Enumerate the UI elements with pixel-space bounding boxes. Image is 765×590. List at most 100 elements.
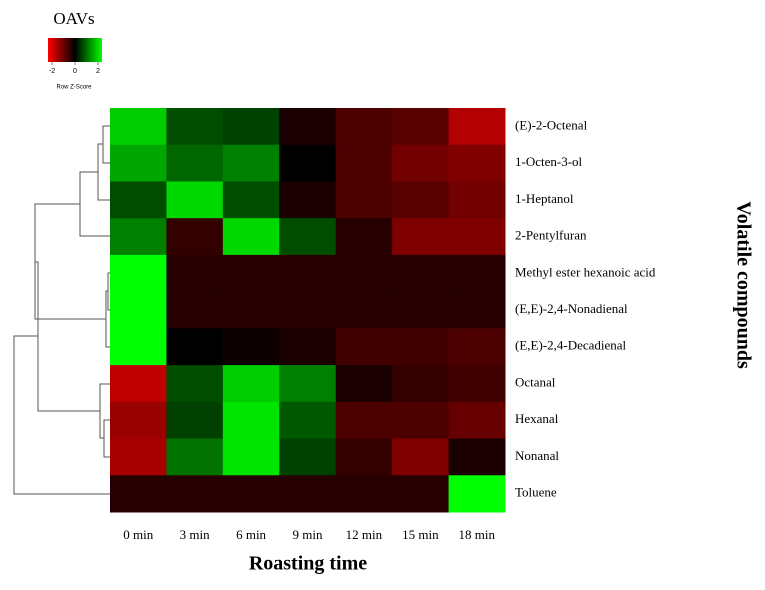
heatmap-cell bbox=[392, 365, 450, 403]
heatmap-cell bbox=[448, 291, 506, 329]
heatmap-cell bbox=[335, 218, 393, 256]
heatmap-cell bbox=[335, 254, 393, 293]
y-tick-label: Toluene bbox=[515, 485, 557, 500]
colorbar-tick-label: 2 bbox=[96, 68, 100, 75]
y-axis-label: Volatile compounds bbox=[732, 201, 754, 369]
x-tick-label: 12 min bbox=[346, 527, 383, 542]
heatmap-cell bbox=[448, 144, 506, 182]
dendrogram bbox=[13, 125, 110, 495]
heatmap-cell bbox=[335, 365, 393, 403]
heatmap-cell bbox=[222, 475, 280, 513]
y-tick-label: (E,E)-2,4-Decadienal bbox=[515, 338, 627, 353]
heatmap-cell bbox=[166, 291, 224, 329]
heatmap-cell bbox=[279, 181, 337, 219]
y-tick-label: (E,E)-2,4-Nonadienal bbox=[515, 301, 628, 316]
heatmap-cell bbox=[448, 475, 506, 513]
heatmap-cell bbox=[335, 475, 393, 513]
heatmap-cell bbox=[392, 438, 450, 476]
heatmap-cell bbox=[392, 328, 450, 366]
heatmap-cell bbox=[222, 181, 280, 219]
heatmap-cell bbox=[166, 144, 224, 182]
heatmap-cell bbox=[222, 438, 280, 476]
y-tick-label: Methyl ester hexanoic acid bbox=[515, 264, 656, 279]
y-tick-label: 2-Pentylfuran bbox=[515, 228, 587, 243]
x-tick-label: 3 min bbox=[180, 527, 210, 542]
heatmap-cell bbox=[279, 254, 337, 293]
heatmap-cell bbox=[335, 401, 393, 440]
heatmap-cell bbox=[448, 108, 506, 146]
heatmap-cell bbox=[279, 401, 337, 440]
x-tick-label: 6 min bbox=[236, 527, 266, 542]
heatmap-cell bbox=[279, 108, 337, 146]
heatmap-cell bbox=[110, 475, 167, 513]
heatmap-cell bbox=[448, 181, 506, 219]
heatmap-cell bbox=[392, 218, 450, 256]
heatmap-cell bbox=[392, 144, 450, 182]
heatmap-cell bbox=[166, 401, 224, 440]
heatmap-cell bbox=[222, 365, 280, 403]
heatmap-cell bbox=[279, 218, 337, 256]
heatmap-cell bbox=[448, 328, 506, 366]
y-tick-label: Nonanal bbox=[515, 448, 559, 463]
x-tick-label: 15 min bbox=[402, 527, 439, 542]
heatmap-cell bbox=[335, 438, 393, 476]
heatmap-cell bbox=[110, 365, 167, 403]
x-tick-label: 9 min bbox=[293, 527, 323, 542]
heatmap-cell bbox=[335, 181, 393, 219]
y-tick-label: (E)-2-Octenal bbox=[515, 117, 588, 132]
heatmap-cell bbox=[222, 401, 280, 440]
heatmap-cell bbox=[222, 328, 280, 366]
heatmap-cell bbox=[335, 144, 393, 182]
heatmap-cell bbox=[392, 291, 450, 329]
heatmap-cell bbox=[110, 401, 167, 440]
heatmap-cell bbox=[279, 475, 337, 513]
heatmap-cell bbox=[279, 144, 337, 182]
heatmap-cell bbox=[110, 328, 167, 366]
y-tick-label: 1-Heptanol bbox=[515, 191, 574, 206]
heatmap-cell bbox=[448, 218, 506, 256]
heatmap-cell bbox=[222, 291, 280, 329]
heatmap-cell bbox=[335, 108, 393, 146]
heatmap-cell bbox=[392, 254, 450, 293]
heatmap-cell bbox=[279, 438, 337, 476]
heatmap-cell bbox=[222, 144, 280, 182]
heatmap-cell bbox=[110, 218, 167, 256]
heatmap-cell bbox=[222, 108, 280, 146]
heatmap-cell bbox=[279, 365, 337, 403]
heatmap-cell bbox=[279, 328, 337, 366]
heatmap-cell bbox=[166, 254, 224, 293]
heatmap-cell bbox=[392, 475, 450, 513]
heatmap-cell bbox=[166, 328, 224, 366]
heatmap-cell bbox=[335, 328, 393, 366]
heatmap-cell bbox=[166, 438, 224, 476]
x-tick-label: 0 min bbox=[123, 527, 153, 542]
heatmap-cell bbox=[392, 401, 450, 440]
heatmap-cell bbox=[448, 254, 506, 293]
heatmap-cell bbox=[166, 181, 224, 219]
colorbar-label: Row Z-Score bbox=[56, 85, 92, 91]
x-tick-label: 18 min bbox=[459, 527, 496, 542]
y-tick-label: Hexanal bbox=[515, 411, 559, 426]
heatmap-cell bbox=[448, 438, 506, 476]
colorbar-tick-label: 0 bbox=[73, 68, 77, 75]
heatmap-cell bbox=[110, 438, 167, 476]
heatmap-cell bbox=[392, 108, 450, 146]
colorbar-title: OAVs bbox=[53, 9, 94, 28]
heatmap-cell bbox=[335, 291, 393, 329]
heatmap-cell bbox=[166, 475, 224, 513]
y-tick-label: 1-Octen-3-ol bbox=[515, 154, 583, 169]
heatmap-cell bbox=[110, 108, 167, 146]
heatmap-cell bbox=[448, 401, 506, 440]
heatmap-cell bbox=[392, 181, 450, 219]
heatmap-cell bbox=[110, 181, 167, 219]
heatmap-cell bbox=[279, 291, 337, 329]
heatmap-cell bbox=[222, 254, 280, 293]
colorbar bbox=[48, 38, 102, 62]
heatmap-cell bbox=[110, 291, 167, 329]
heatmap-cell bbox=[448, 365, 506, 403]
heatmap-cell bbox=[110, 144, 167, 182]
heatmap-cell bbox=[110, 254, 167, 293]
colorbar-tick-label: -2 bbox=[49, 68, 55, 75]
heatmap-cell bbox=[166, 108, 224, 146]
